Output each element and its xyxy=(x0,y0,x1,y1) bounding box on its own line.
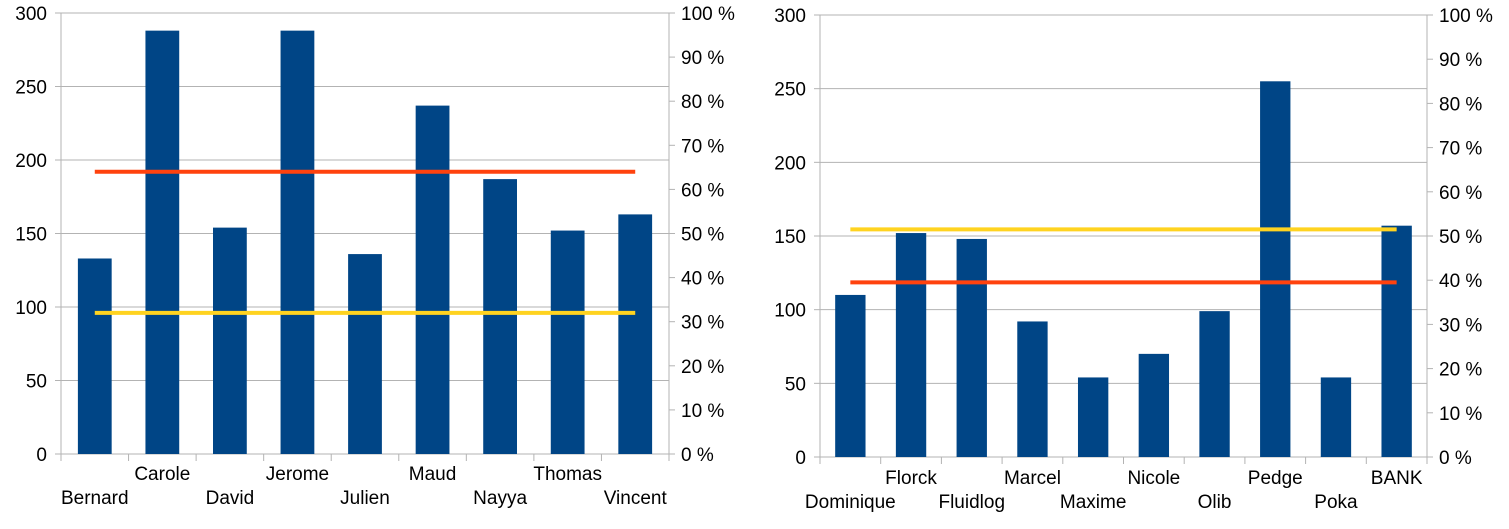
y2-tick-label: 50 % xyxy=(681,225,724,246)
x-tick-label: Fluidlog xyxy=(938,492,1005,513)
y2-tick-label: 90 % xyxy=(681,48,724,69)
x-tick-label: Maxime xyxy=(1060,492,1127,513)
bar xyxy=(145,30,180,454)
y-tick-label: 300 xyxy=(774,6,806,27)
y-tick-label: 150 xyxy=(774,227,806,248)
bar xyxy=(1017,321,1048,457)
x-tick-label: Nicole xyxy=(1127,468,1180,489)
bar xyxy=(895,233,927,457)
y2-tick-label: 10 % xyxy=(1439,404,1482,425)
bar xyxy=(280,30,315,454)
y-tick-label: 0 xyxy=(36,445,47,466)
x-tick-label: Maud xyxy=(409,464,457,485)
bar xyxy=(618,214,653,454)
x-tick-label: Bernard xyxy=(61,488,129,509)
y-tick-label: 250 xyxy=(15,78,47,99)
y2-tick-label: 40 % xyxy=(681,269,724,290)
y2-tick-label: 10 % xyxy=(681,401,724,422)
y-tick-label: 250 xyxy=(774,80,806,101)
y-tick-label: 300 xyxy=(15,4,47,25)
x-tick-label: Poka xyxy=(1314,492,1358,513)
bar xyxy=(1199,311,1230,457)
x-tick-label: Nayya xyxy=(473,488,527,509)
x-tick-label: Julien xyxy=(340,488,390,509)
x-tick-label: Pedge xyxy=(1248,468,1303,489)
y-tick-label: 50 xyxy=(26,372,47,393)
y2-tick-label: 40 % xyxy=(1439,271,1482,292)
x-tick-label: Thomas xyxy=(533,464,602,485)
y2-tick-label: 0 % xyxy=(1439,448,1472,469)
bar xyxy=(348,254,382,454)
x-tick-label: BANK xyxy=(1371,468,1423,489)
y2-tick-label: 20 % xyxy=(681,357,724,378)
y2-tick-label: 100 % xyxy=(681,4,735,25)
y2-tick-label: 80 % xyxy=(681,92,724,113)
y2-tick-label: 60 % xyxy=(1439,183,1482,204)
y2-tick-label: 60 % xyxy=(681,180,724,201)
y-tick-label: 100 xyxy=(774,301,806,322)
x-tick-label: David xyxy=(206,488,255,509)
bar xyxy=(415,105,450,455)
chart-left: 0 50 100 150 200 250 300 0 % 10 % 20 % 30 % 40 % 50 … xyxy=(15,4,735,509)
bar xyxy=(1381,225,1412,457)
bar xyxy=(835,294,866,457)
y-tick-label: 0 xyxy=(795,448,806,469)
y-tick-label: 150 xyxy=(15,225,47,246)
y-tick-label: 200 xyxy=(774,153,806,174)
y2-tick-label: 0 % xyxy=(681,445,714,466)
x-tick-label: Dominique xyxy=(805,492,896,513)
bar xyxy=(1138,353,1170,457)
bar xyxy=(77,258,112,454)
x-tick-label: Carole xyxy=(134,464,190,485)
bar xyxy=(1077,377,1109,457)
bar xyxy=(483,179,517,455)
y2-tick-label: 80 % xyxy=(1439,94,1482,115)
y2-tick-label: 70 % xyxy=(681,136,724,157)
bar xyxy=(956,238,987,457)
y2-tick-label: 90 % xyxy=(1439,50,1482,71)
x-tick-label: Olib xyxy=(1198,492,1232,513)
y2-tick-label: 100 % xyxy=(1439,6,1493,27)
y2-tick-label: 30 % xyxy=(1439,315,1482,336)
y2-tick-label: 20 % xyxy=(1439,360,1482,381)
x-tick-label: Florck xyxy=(885,468,937,489)
bar xyxy=(1320,377,1352,457)
bar xyxy=(550,230,585,454)
x-tick-label: Jerome xyxy=(266,464,329,485)
chart-right: 0 50 100 150 200 250 300 0 % 10 % 20 % 30 % 40 % 50 … xyxy=(774,6,1493,513)
x-tick-label: Vincent xyxy=(604,488,668,509)
y-tick-label: 100 xyxy=(15,298,47,319)
y2-tick-label: 70 % xyxy=(1439,139,1482,160)
y-tick-label: 200 xyxy=(15,151,47,172)
bar xyxy=(1260,81,1291,458)
x-tick-label: Marcel xyxy=(1004,468,1061,489)
y-tick-label: 50 xyxy=(785,374,806,395)
bar xyxy=(213,227,247,454)
y2-tick-label: 50 % xyxy=(1439,227,1482,248)
y2-tick-label: 30 % xyxy=(681,313,724,334)
